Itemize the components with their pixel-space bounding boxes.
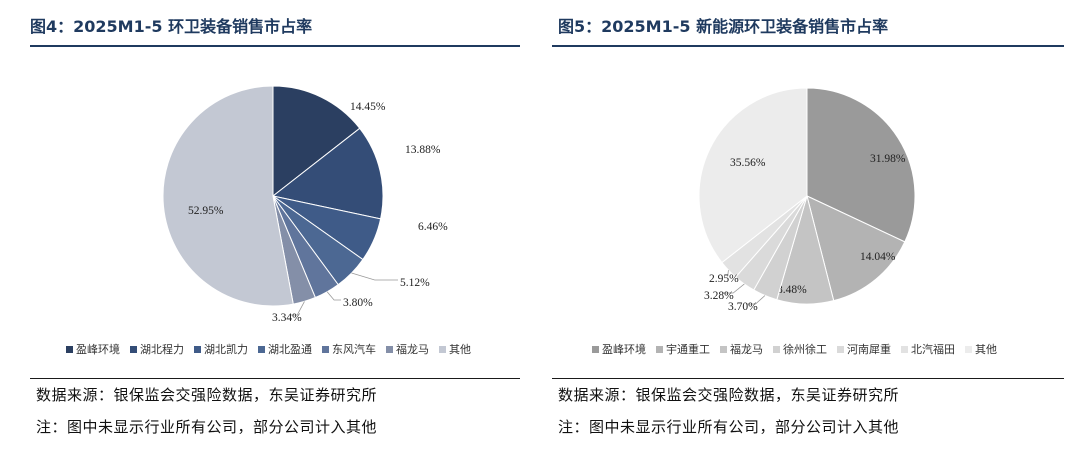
legend-label: 宇通重工 [666,343,710,356]
legend-item: 北汽福田 [901,341,955,357]
legend-label: 徐州徐工 [783,343,827,356]
data-label: 52.95% [188,205,224,217]
legend-swatch [439,345,446,353]
chart-title: 图4：2025M1-5 环卫装备销售市占率 [30,17,313,36]
data-label: 13.88% [405,144,441,156]
legend-item: 湖北盈通 [258,341,312,357]
legend-label: 其他 [975,343,997,356]
legend-label: 盈峰环境 [76,343,120,356]
data-label: 14.45% [350,101,386,113]
source-note: 数据来源：银保监会交强险数据，东吴证券研究所 [558,386,900,404]
legend-label: 湖北程力 [140,343,184,356]
pie-slice [698,87,808,264]
legend-label: 其他 [449,343,471,356]
legend-item: 其他 [439,341,471,357]
legend-item: 河南犀重 [837,341,891,357]
title-rule [552,45,1064,47]
footnote: 注：图中未显示行业所有公司，部分公司计入其他 [558,418,900,436]
legend-swatch [194,345,201,353]
chart-title: 图5：2025M1-5 新能源环卫装备销售市占率 [558,17,889,36]
chart-legend: 盈峰环境 宇通重工 福龙马 徐州徐工 河南犀重 北汽福田 其他 [592,341,997,357]
source-note: 数据来源：银保监会交强险数据，东吴证券研究所 [36,386,378,404]
legend-item: 盈峰环境 [66,341,120,357]
legend-swatch [322,345,329,353]
legend-swatch [720,345,727,353]
leader-line [727,270,729,277]
data-label: 35.56% [730,157,766,169]
legend-item: 福龙马 [720,341,763,357]
left-chart-panel: 图4：2025M1-5 环卫装备销售市占率 14.45% 13.88% 6.46% 5… [0,0,520,461]
data-label: 31.98% [870,153,906,165]
pie-chart-nev-market-share: 31.98% 14.04% 8.48% 3.70%3.28% 2.95% 35.56% [698,87,916,313]
legend-label: 河南犀重 [847,343,891,356]
legend-swatch [66,345,73,353]
data-label: 14.04% [860,251,896,263]
leader-line [722,283,745,294]
pie-slice [162,85,294,307]
data-label: 3.80% [343,297,373,309]
title-rule [30,45,520,47]
pie-slice [806,87,916,243]
legend-swatch [773,345,780,353]
data-label: 3.28% [704,290,734,302]
legend-label: 北汽福田 [911,343,955,356]
legend-label: 福龙马 [730,343,763,356]
pie-slice [272,85,361,198]
legend-swatch [656,345,663,353]
legend-item: 福龙马 [386,341,429,357]
footer-rule [30,378,520,379]
leader-line [351,272,398,281]
legend-swatch [258,345,265,353]
legend-item: 湖北凯力 [194,341,248,357]
legend-swatch [837,345,844,353]
legend-swatch [592,345,599,353]
data-label: 8.48% [777,284,807,296]
legend-item: 宇通重工 [656,341,710,357]
legend-swatch [386,345,393,353]
legend-item: 徐州徐工 [773,341,827,357]
legend-swatch [130,345,137,353]
data-label: 2.95% [709,273,739,285]
legend-item: 东风汽车 [322,341,376,357]
legend-label: 盈峰环境 [602,343,646,356]
pie-slice [271,127,384,220]
legend-swatch [901,345,908,353]
legend-label: 湖北凯力 [204,343,248,356]
data-label: 6.46% [418,221,448,233]
data-label: 3.34% [272,312,302,324]
legend-item: 湖北程力 [130,341,184,357]
legend-label: 东风汽车 [332,343,376,356]
legend-item: 其他 [965,341,997,357]
leader-line [746,295,766,305]
legend-label: 湖北盈通 [268,343,312,356]
leader-line [290,301,305,316]
right-chart-panel: 图5：2025M1-5 新能源环卫装备销售市占率 31.98% 14.04% 8.4… [552,0,1080,461]
legend-swatch [965,345,972,353]
legend-label: 福龙马 [396,343,429,356]
footnote: 注：图中未显示行业所有公司，部分公司计入其他 [36,418,378,436]
footer-rule [552,378,1064,379]
data-label: 3.70% [728,301,758,313]
leader-line [326,291,341,301]
pie-slice [806,195,906,302]
pie-chart-market-share: 14.45% 13.88% 6.46% 5.12% 3.80% 3.34% 52.95% [162,85,448,324]
legend-item: 盈峰环境 [592,341,646,357]
chart-legend: 盈峰环境 湖北程力 湖北凯力 湖北盈通 东风汽车 福龙马 其他 [66,341,471,357]
data-label: 5.12% [400,277,430,289]
